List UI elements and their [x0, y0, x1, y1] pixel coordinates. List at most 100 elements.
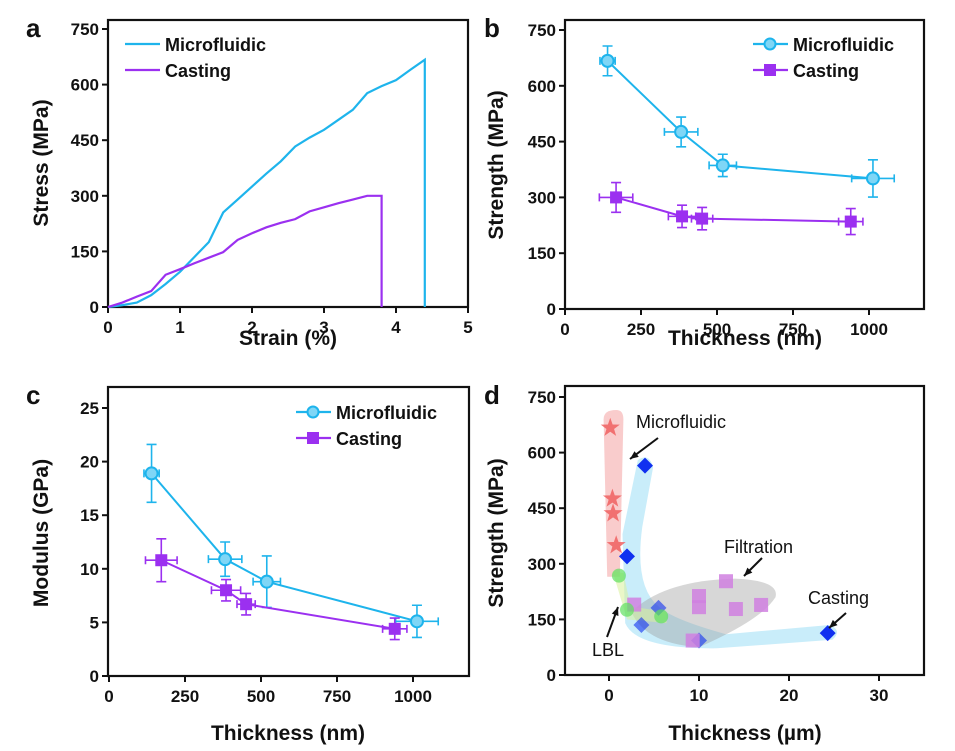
panel-label: a [26, 13, 41, 43]
series-casting [107, 194, 383, 309]
data-point [620, 602, 634, 617]
x-tick-label: 750 [779, 320, 807, 339]
y-tick-label: 150 [528, 244, 556, 263]
data-point [676, 210, 689, 223]
legend: Microfluidic Casting [125, 35, 266, 81]
x-axis-label: Strain (%) [239, 327, 337, 350]
data-point [844, 215, 857, 228]
x-tick-label: 5 [463, 318, 472, 337]
data-point [696, 212, 709, 225]
y-tick-label: 750 [528, 388, 556, 407]
x-tick-label: 1000 [394, 687, 432, 706]
arrow-filtration-head [744, 567, 753, 576]
x-tick-label: 0 [604, 686, 613, 705]
x-tick-label: 1 [175, 318, 184, 337]
y-axis-label: Strength (MPa) [485, 90, 508, 239]
legend-label: Casting [793, 61, 859, 81]
legend: Microfluidic Casting [753, 35, 894, 81]
annotation-casting: Casting [808, 588, 869, 608]
y-tick-label: 10 [80, 560, 99, 579]
x-tick-label: 0 [560, 320, 569, 339]
y-tick-label: 15 [80, 506, 99, 525]
x-tick-label: 20 [780, 686, 799, 705]
plot-frame [106, 385, 471, 678]
y-tick-label: 25 [80, 399, 99, 418]
y-tick-label: 0 [547, 300, 556, 319]
data-point [633, 616, 650, 633]
series-line [107, 194, 383, 309]
arrow-microfluidic-head [630, 451, 639, 459]
data-point [602, 488, 622, 507]
x-tick-label: 3 [319, 318, 328, 337]
series-casting [619, 457, 836, 649]
data-point [388, 622, 401, 635]
data-point [610, 191, 623, 204]
x-tick-label: 750 [323, 687, 351, 706]
x-tick-label: 250 [627, 320, 655, 339]
x-tick-label: 0 [104, 687, 113, 706]
legend-label: Microfluidic [793, 35, 894, 55]
legend-marker [763, 37, 777, 51]
y-tick-label: 20 [80, 453, 99, 472]
x-tick-label: 500 [703, 320, 731, 339]
x-tick-label: 250 [171, 687, 199, 706]
panel-label: d [484, 380, 500, 410]
y-tick-label: 750 [528, 21, 556, 40]
data-point [259, 574, 274, 589]
x-tick-label: 0 [103, 318, 112, 337]
data-point [692, 589, 706, 604]
data-point [728, 602, 743, 617]
series-filtration [627, 574, 769, 648]
series-microfluidic [107, 57, 426, 309]
x-axis-label: Thickness (µm) [668, 722, 821, 745]
highlight-regions [603, 409, 837, 649]
data-point [654, 609, 669, 624]
annotation-lbl: LBL [592, 640, 624, 660]
data-point [606, 535, 626, 554]
y-tick-label: 600 [528, 444, 556, 463]
panel-d: 0 150 300 450 600 750 0 10 20 30 Thickness (µm) Str… [484, 380, 926, 745]
data-point [637, 457, 653, 474]
data-point [715, 158, 730, 173]
x-tick-label: 1000 [850, 320, 888, 339]
series-microfluidic [599, 45, 896, 198]
series-microfluidic [600, 417, 626, 554]
panel-label: c [26, 380, 40, 410]
legend-label: Casting [165, 61, 231, 81]
series-line [150, 472, 418, 623]
data-point [819, 625, 836, 642]
panel-label: b [484, 13, 500, 43]
legend-label: Microfluidic [336, 403, 437, 423]
y-tick-label: 0 [90, 298, 99, 317]
y-tick-label: 300 [71, 187, 99, 206]
data-point [144, 466, 159, 481]
y-tick-label: 300 [528, 555, 556, 574]
x-tick-label: 10 [690, 686, 709, 705]
y-tick-label: 0 [90, 667, 99, 686]
data-point [600, 417, 620, 436]
x-tick-label: 30 [870, 686, 889, 705]
y-tick-label: 300 [528, 188, 556, 207]
legend-marker [306, 405, 320, 419]
x-tick-label: 2 [247, 318, 256, 337]
annotation-filtration: Filtration [724, 537, 793, 557]
y-tick-label: 600 [528, 77, 556, 96]
data-point [603, 503, 623, 522]
y-axis-label: Stress (MPa) [30, 99, 53, 226]
legend-label: Casting [336, 429, 402, 449]
data-point [719, 574, 733, 589]
data-point [220, 584, 233, 597]
legend: Microfluidic Casting [296, 403, 437, 449]
legend-marker [764, 64, 776, 76]
series-line [615, 196, 851, 223]
series-line [606, 60, 874, 180]
series-line [107, 57, 426, 309]
y-tick-label: 450 [528, 133, 556, 152]
y-tick-label: 0 [547, 666, 556, 685]
arrow-lbl-head [611, 607, 619, 616]
data-point [409, 614, 424, 629]
series-casting [144, 537, 408, 641]
data-point [240, 598, 253, 611]
